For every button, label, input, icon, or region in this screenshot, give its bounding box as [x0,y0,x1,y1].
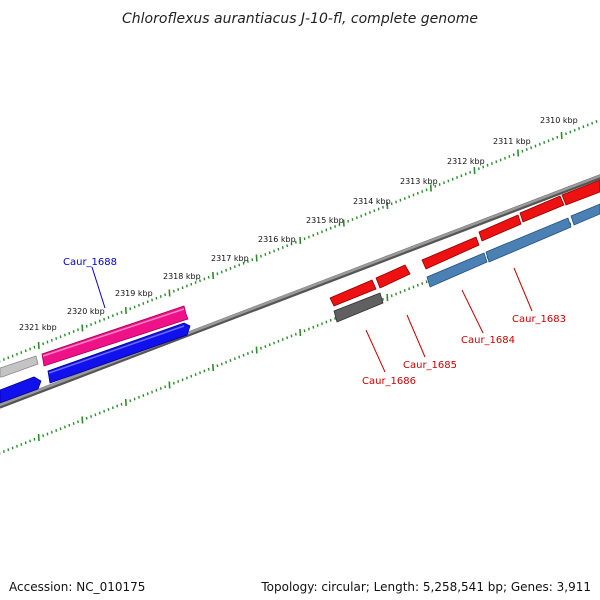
gene-steel-e[interactable] [570,203,600,226]
leader-caur-1686 [365,329,386,373]
gene-label-caur-1688[interactable]: Caur_1688 [63,257,117,268]
gene-blue-left[interactable] [0,376,42,404]
gene-red-b[interactable] [478,214,522,242]
tick-label-2318: 2318 kbp [163,272,201,281]
tick-label-2312: 2312 kbp [447,157,485,166]
right-forward-genes [329,179,600,307]
tick-label-2321: 2321 kbp [19,323,57,332]
tick-label-2319: 2319 kbp [115,289,153,298]
gene-red-a[interactable] [421,236,480,270]
map-title: Chloroflexus aurantiacus J-10-fl, comple… [122,11,478,27]
gene-gray-forward[interactable] [0,355,39,378]
tick-label-2320: 2320 kbp [67,307,105,316]
gene-label-caur-1683[interactable]: Caur_1683 [512,314,566,325]
leader-caur-1684 [461,289,484,334]
gene-red-c[interactable] [519,195,565,223]
reverse-genes [0,322,191,404]
tick-label-2316: 2316 kbp [258,235,296,244]
gene-caur-1684[interactable] [426,252,488,288]
tick-label-2310: 2310 kbp [540,116,578,125]
gene-blue-reverse[interactable] [47,322,191,384]
forward-genes [0,305,189,378]
tick-label-2317: 2317 kbp [211,254,249,263]
accession-text: Accession: NC_010175 [9,580,146,594]
gene-red-d[interactable] [561,179,600,206]
leader-caur-1685 [406,314,426,358]
gene-label-caur-1685[interactable]: Caur_1685 [403,360,457,371]
gene-caur-1685[interactable] [375,264,411,289]
gene-caur-1686[interactable] [333,292,384,323]
gene-label-caur-1684[interactable]: Caur_1684 [461,335,515,346]
gene-caur-1688[interactable] [41,305,189,367]
upper-scale-track [0,118,600,363]
tick-label-2314: 2314 kbp [353,197,391,206]
gene-label-caur-1686[interactable]: Caur_1686 [362,376,416,387]
tick-label-2311: 2311 kbp [493,137,531,146]
gene-red-1686-fwd[interactable] [329,279,377,307]
gene-annotations: Caur_1688 Caur_1683 Caur_1684 Caur_1685 … [63,257,566,387]
gene-caur-1683[interactable] [485,217,572,263]
tick-label-2313: 2313 kbp [400,177,438,186]
leader-caur-1683 [513,267,533,312]
topology-text: Topology: circular; Length: 5,258,541 bp… [261,580,591,594]
right-reverse-genes [333,203,600,323]
tick-labels: 2310 kbp 2311 kbp 2312 kbp 2313 kbp 2314… [19,116,578,332]
genome-backbone [0,174,600,409]
leader-caur-1688 [91,266,106,309]
tick-label-2315: 2315 kbp [306,216,344,225]
